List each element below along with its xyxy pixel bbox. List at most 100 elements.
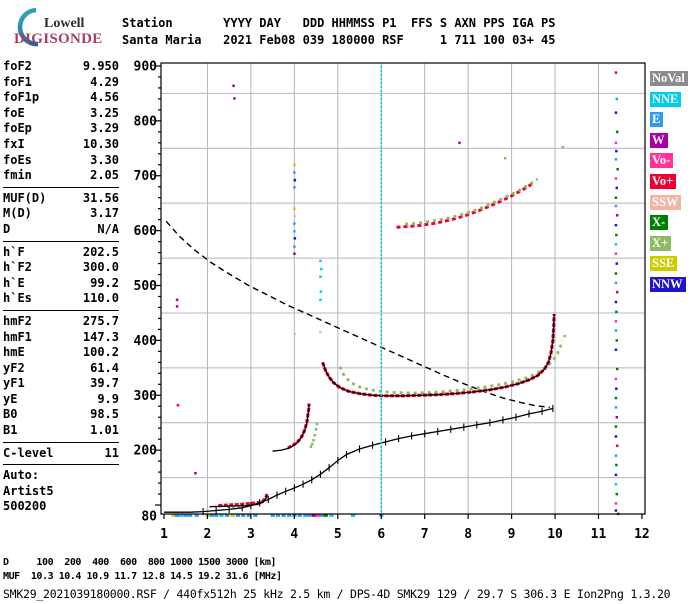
- noise-dot: [614, 272, 618, 275]
- parameter-value: 275.7: [82, 313, 119, 328]
- bottom-noise-dash: [270, 514, 275, 517]
- parameter-label: h`Es: [3, 291, 32, 306]
- bottom-noise-dash: [235, 514, 241, 517]
- trace-second-hop-o-mode: [396, 181, 535, 229]
- legend-row: NoVal: [650, 67, 688, 88]
- y-axis-label: 600: [134, 224, 158, 239]
- legend-item-nne: NNE: [650, 91, 682, 107]
- parameter-label: yF2: [3, 360, 25, 375]
- legend-row: X-: [650, 211, 688, 232]
- muf-row: MUF 10.3 10.4 10.9 11.7 12.8 14.5 19.2 3…: [3, 571, 282, 582]
- parameter-value: 3.30: [90, 152, 119, 167]
- trace-true-height-profile: [164, 407, 554, 513]
- parameter-label: hmF2: [3, 313, 32, 328]
- bottom-noise-dash: [297, 514, 302, 517]
- parameter-row: foF1p 4.56: [3, 90, 119, 106]
- legend-row: NNW: [650, 273, 688, 294]
- noise-dot: [319, 275, 322, 279]
- parameter-value: 110.0: [82, 291, 119, 306]
- noise-dot: [561, 146, 565, 149]
- legend-row: NNE: [650, 88, 688, 109]
- noise-dot: [614, 223, 618, 227]
- noise-dot: [293, 332, 297, 336]
- bottom-noise-dash: [179, 514, 184, 517]
- noise-dot: [293, 171, 296, 174]
- noise-dot: [614, 111, 618, 114]
- parameter-value: 10.30: [82, 136, 119, 151]
- parameter-row: foE 3.25: [3, 106, 119, 122]
- noise-dot: [614, 482, 618, 486]
- bottom-noise-dash: [209, 514, 214, 517]
- parameter-label: h`F: [3, 244, 25, 259]
- legend-item-nnw: NNW: [650, 276, 686, 292]
- bottom-noise-dash: [194, 514, 199, 517]
- trace-second-hop-x-mode: [405, 177, 539, 226]
- parameter-row: yF1 39.7: [3, 376, 119, 392]
- parameter-value: 4.56: [90, 90, 119, 105]
- panel-separator: [3, 309, 119, 311]
- parameter-row: Auto:: [3, 468, 119, 484]
- bottom-noise-dash: [319, 514, 324, 517]
- echo-classification-legend: NoVal NNE E W Vo- Vo+ SSW X- X+ SSE NNW: [650, 67, 688, 294]
- file-info-footer: SMK29_2021039180000.RSF / 440fx512h 25 k…: [3, 587, 671, 601]
- trace-muf-transmission-curve: [165, 220, 550, 408]
- y-axis-label: 800: [134, 114, 158, 129]
- x-axis-label: 4: [290, 527, 298, 542]
- parameter-label: fmin: [3, 168, 32, 183]
- noise-dot: [615, 186, 619, 190]
- noise-dot: [615, 149, 618, 153]
- parameter-row: MUF(D) 31.56: [3, 191, 119, 207]
- parameter-label: B0: [3, 407, 18, 422]
- parameter-label: h`E: [3, 275, 25, 290]
- parameter-label: foF2: [3, 59, 32, 73]
- noise-dot: [319, 290, 323, 293]
- noise-dot: [176, 403, 180, 407]
- parameter-row: foF2 9.950: [3, 59, 119, 75]
- bottom-noise-dash: [171, 514, 176, 517]
- noise-dot: [614, 473, 618, 477]
- panel-separator: [3, 240, 119, 242]
- bottom-noise-dash: [303, 514, 308, 517]
- bottom-noise-dash: [287, 514, 292, 517]
- x-axis-label: 10: [547, 527, 563, 542]
- x-axis-label: 11: [591, 527, 607, 542]
- parameter-row: yF2 61.4: [3, 361, 119, 377]
- parameter-value: 300.0: [82, 260, 119, 275]
- noise-dot: [293, 229, 296, 233]
- noise-dot: [293, 252, 296, 255]
- parameter-value: 99.2: [90, 275, 119, 290]
- noise-dot: [614, 300, 618, 304]
- logo-digisonde-text: DIGISONDE: [14, 31, 103, 47]
- legend-item-w: W: [650, 132, 668, 148]
- parameter-label: MUF(D): [3, 190, 47, 205]
- parameter-value: 2.05: [90, 168, 119, 183]
- noise-dot: [614, 396, 618, 400]
- parameter-row: fmin 2.05: [3, 168, 119, 184]
- parameter-label: foF1p: [3, 90, 40, 105]
- bottom-noise-dash: [214, 514, 219, 517]
- bottom-noise-dash: [311, 514, 317, 517]
- parameter-value: 202.5: [82, 244, 119, 259]
- bottom-noise-dash: [219, 514, 224, 517]
- parameter-label: fxI: [3, 136, 25, 151]
- trace-f1-x-mode: [312, 438, 315, 442]
- trace-f1-x-mode: [309, 445, 313, 449]
- bottom-noise-dash: [175, 514, 180, 517]
- bottom-noise-dash: [316, 514, 321, 517]
- parameter-label: h`F2: [3, 260, 32, 275]
- parameter-value: 11: [104, 445, 119, 460]
- parameter-value: 3.17: [90, 206, 119, 221]
- parameter-row: M(D) 3.17: [3, 206, 119, 222]
- parameter-label: foEp: [3, 121, 32, 136]
- x-axis-label: 1: [160, 527, 168, 542]
- noise-dot: [616, 167, 619, 171]
- parameter-panel: foF2 9.950 foF1 4.29 foF1p 4.56 foE 3.25 foEp 3.2…: [3, 59, 119, 515]
- noise-dot: [293, 163, 296, 167]
- y-axis-label: 80: [141, 510, 157, 525]
- parameter-label: Auto:: [3, 468, 40, 483]
- parameter-row: foF1 4.29: [3, 75, 119, 91]
- legend-row: W: [650, 129, 688, 150]
- noise-dot: [615, 233, 618, 237]
- parameter-row: hmF1 147.3: [3, 330, 119, 346]
